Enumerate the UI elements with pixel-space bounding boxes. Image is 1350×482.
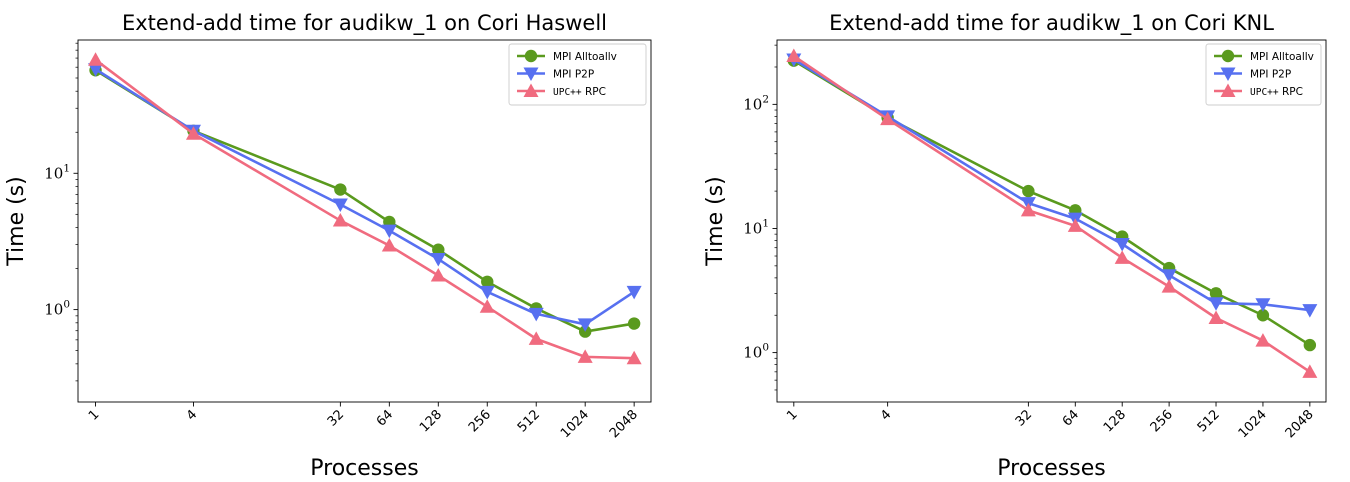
x-axis-label: Processes xyxy=(310,456,418,481)
series-mpi-p2p xyxy=(786,53,1318,318)
y-tick-label: 100 xyxy=(743,342,769,362)
data-point xyxy=(481,275,494,288)
data-point xyxy=(332,198,348,213)
x-tick-label: 1024 xyxy=(1236,407,1270,441)
x-tick-label: 1024 xyxy=(558,407,592,441)
legend-marker xyxy=(524,49,538,63)
x-tick-label: 256 xyxy=(466,407,494,435)
x-tick-label: 256 xyxy=(1148,407,1176,435)
series-line xyxy=(94,68,635,326)
legend-item-rpc: UPC++ RPC xyxy=(1214,83,1303,98)
series-line xyxy=(94,69,635,333)
y-axis-label: Time (s) xyxy=(4,176,29,266)
legend-item-mpi-alltoallv: MPI Alltoallv xyxy=(517,49,617,63)
data-point xyxy=(1303,338,1317,352)
legend-marker xyxy=(1220,67,1236,81)
legend-label: MPI Alltoallv xyxy=(553,51,617,63)
data-point xyxy=(1208,297,1224,311)
x-tick-label: 1 xyxy=(784,407,800,423)
series-rpc xyxy=(786,48,1318,378)
chart-title: Extend-add time for audikw_1 on Cori Has… xyxy=(122,11,607,36)
y-tick-label: 100 xyxy=(44,299,70,319)
y-tick-label: 101 xyxy=(743,217,769,237)
chart-title: Extend-add time for audikw_1 on Cori KNL xyxy=(829,11,1274,36)
x-tick-label: 64 xyxy=(374,407,396,429)
x-axis-label: Processes xyxy=(997,456,1105,481)
data-point xyxy=(381,238,397,252)
legend-marker xyxy=(523,83,539,97)
data-point xyxy=(880,111,896,126)
x-tick-label: 2048 xyxy=(607,407,641,441)
x-tick-label: 512 xyxy=(1195,407,1223,435)
x-tick-label: 128 xyxy=(417,407,445,435)
data-point xyxy=(479,299,495,313)
data-point xyxy=(1208,310,1224,325)
x-tick-label: 32 xyxy=(325,407,347,429)
legend-item-mpi-p2p: MPI P2P xyxy=(517,67,594,81)
data-point xyxy=(626,350,642,365)
x-tick-label: 512 xyxy=(515,407,543,435)
data-point xyxy=(332,213,348,227)
data-point xyxy=(786,48,802,63)
x-tick-label: 64 xyxy=(1060,407,1082,429)
y-axis-label: Time (s) xyxy=(703,176,728,266)
legend-label: MPI Alltoallv xyxy=(1250,51,1314,63)
data-point xyxy=(1255,298,1271,312)
data-point xyxy=(185,126,201,140)
legend: MPI Alltoallv MPI P2P UPC++ RPC xyxy=(508,43,647,106)
data-point xyxy=(577,349,593,363)
data-point xyxy=(1302,364,1318,378)
data-point xyxy=(88,52,104,66)
legend-item-rpc: UPC++ RPC xyxy=(517,83,606,98)
data-point xyxy=(381,224,397,239)
data-point xyxy=(479,285,495,300)
x-tick-label: 128 xyxy=(1101,407,1129,435)
data-point xyxy=(432,243,445,256)
x-tick-label: 4 xyxy=(878,407,894,423)
data-point xyxy=(1067,218,1083,232)
knl-chart: Extend-add time for audikw_1 on Cori KNL… xyxy=(703,11,1327,481)
haswell-chart: Extend-add time for audikw_1 on Cori Has… xyxy=(4,11,652,481)
legend: MPI Alltoallv MPI P2P UPC++ RPC xyxy=(1205,43,1322,106)
plot-frame xyxy=(776,39,1327,403)
data-point xyxy=(1022,184,1035,198)
legend-item-mpi-p2p: MPI P2P xyxy=(1214,67,1291,81)
data-point xyxy=(528,331,544,345)
legend-marker xyxy=(523,67,539,81)
legend-marker xyxy=(1220,83,1236,97)
data-point xyxy=(334,183,347,196)
data-point xyxy=(1114,250,1130,264)
plot-frame xyxy=(77,39,652,403)
data-point xyxy=(577,318,593,332)
data-point xyxy=(528,307,544,322)
legend-label: UPC++ RPC xyxy=(553,86,606,98)
legend-marker xyxy=(1221,49,1235,63)
data-point xyxy=(1161,279,1177,293)
data-point xyxy=(430,267,446,282)
data-point xyxy=(1114,237,1130,252)
series-rpc xyxy=(88,52,642,365)
data-point xyxy=(1302,304,1318,318)
y-tick-label: 101 xyxy=(44,162,70,182)
data-point xyxy=(1256,309,1270,322)
data-point xyxy=(1020,202,1036,217)
legend-label: MPI P2P xyxy=(553,69,594,81)
legend-label: UPC++ RPC xyxy=(1250,86,1303,98)
legend-item-mpi-alltoallv: MPI Alltoallv xyxy=(1214,49,1314,63)
y-tick-label: 102 xyxy=(743,93,769,113)
data-point xyxy=(1161,269,1177,283)
data-point xyxy=(1209,287,1223,300)
legend-label: MPI P2P xyxy=(1250,69,1291,81)
data-point xyxy=(626,285,642,300)
x-tick-label: 32 xyxy=(1013,407,1035,429)
data-point xyxy=(1255,333,1271,347)
x-tick-label: 2048 xyxy=(1283,407,1317,441)
data-point xyxy=(88,63,104,77)
data-point xyxy=(430,253,446,267)
x-tick-label: 1 xyxy=(86,407,102,423)
x-tick-label: 4 xyxy=(184,407,200,423)
data-point xyxy=(627,317,641,330)
